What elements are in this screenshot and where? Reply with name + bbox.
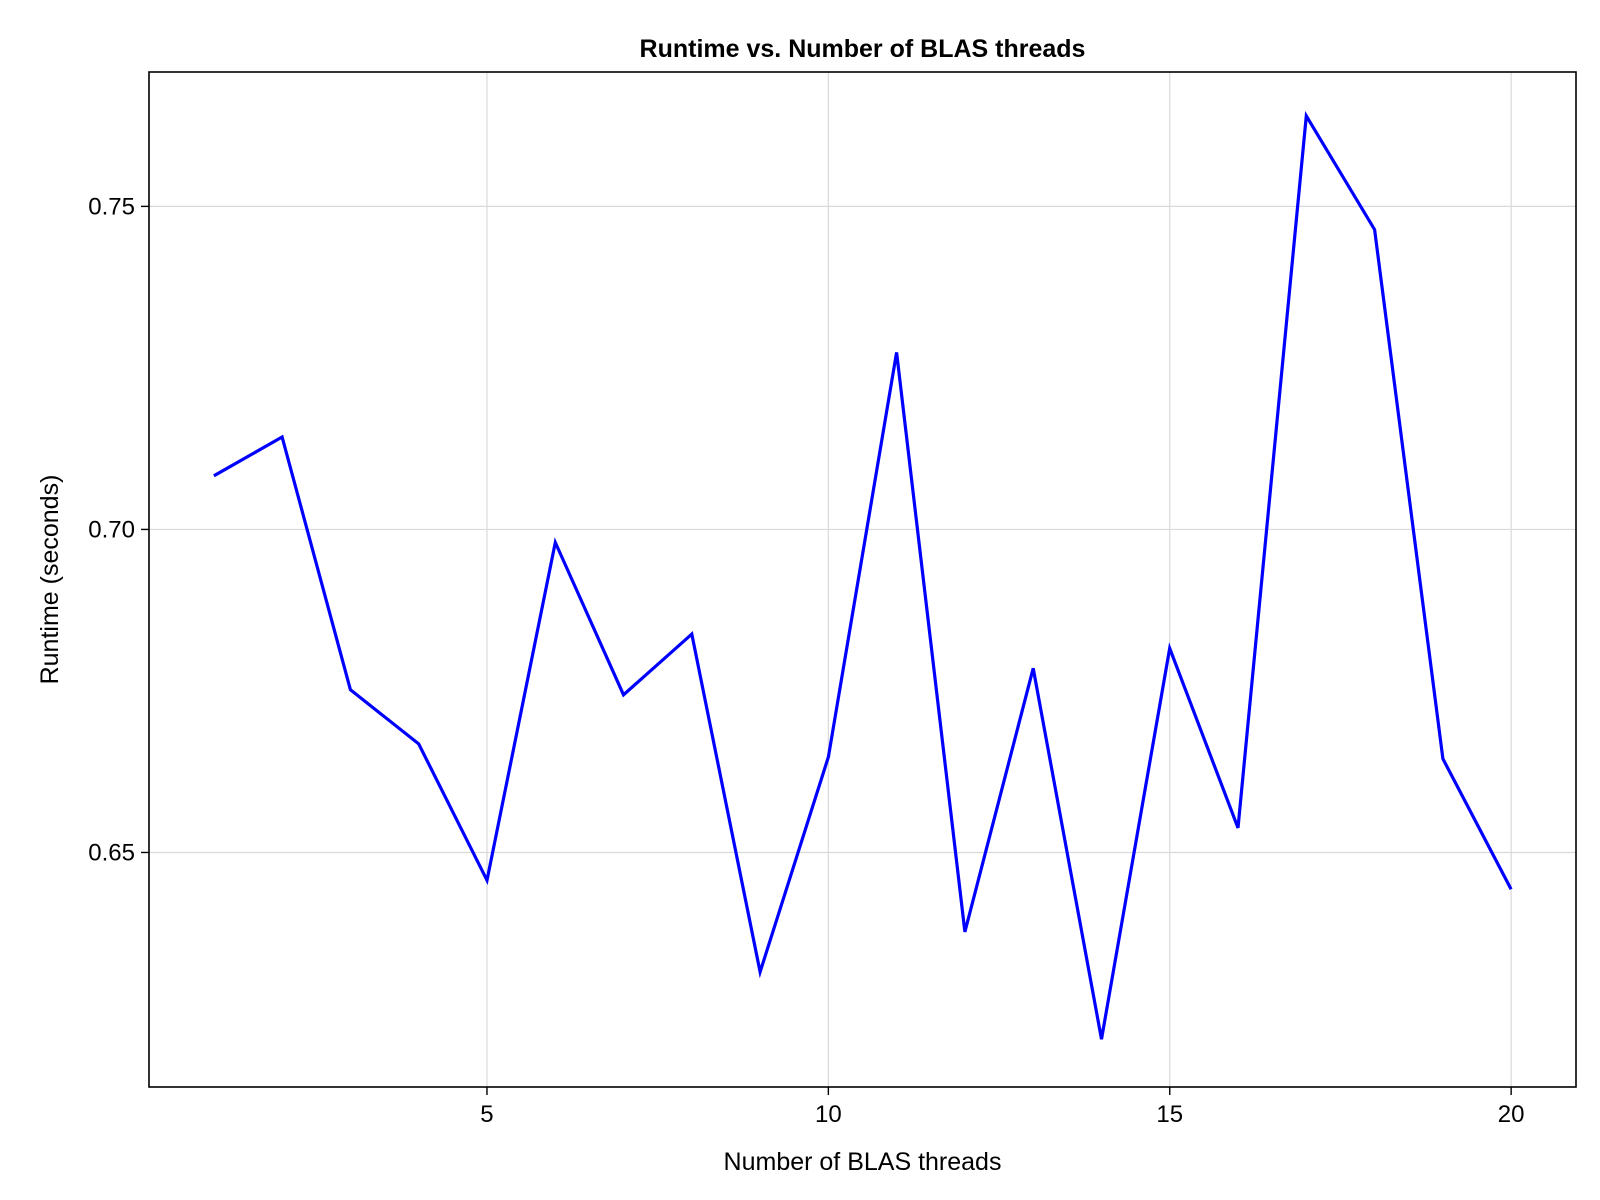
- y-tick-label: 0.65: [88, 839, 135, 866]
- x-tick-label: 15: [1156, 1101, 1183, 1128]
- plot-frame: [148, 71, 1577, 1088]
- y-tick-label: 0.70: [88, 516, 135, 543]
- chart-title: Runtime vs. Number of BLAS threads: [640, 35, 1086, 63]
- x-tick-label: 20: [1498, 1101, 1525, 1128]
- x-tick-label: 5: [480, 1101, 493, 1128]
- y-tick-label: 0.75: [88, 193, 135, 220]
- x-tick-label: 10: [815, 1101, 842, 1128]
- series-line: [213, 110, 1513, 1040]
- x-axis-label: Number of BLAS threads: [724, 1148, 1002, 1176]
- tick-layer: 5 10 15 20 0.65 0.70 0.75: [88, 193, 1524, 1128]
- y-axis-label: Runtime (seconds): [36, 475, 64, 685]
- series-layer: [213, 110, 1513, 1040]
- grid-layer: [149, 72, 1576, 1087]
